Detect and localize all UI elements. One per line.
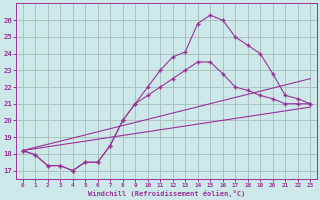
X-axis label: Windchill (Refroidissement éolien,°C): Windchill (Refroidissement éolien,°C) [88,190,245,197]
